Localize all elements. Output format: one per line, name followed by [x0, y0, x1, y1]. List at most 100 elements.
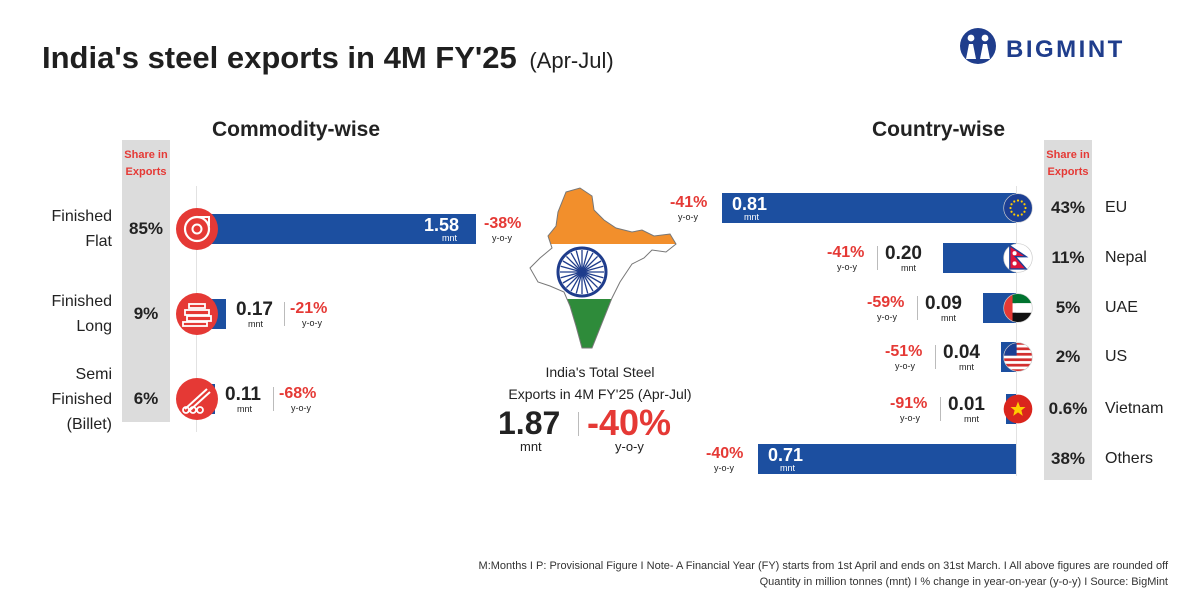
country-axis [1016, 186, 1017, 476]
country-yoy-label: y-o-y [714, 463, 734, 473]
footnote-line-1: M:Months I P: Provisional Figure I Note-… [478, 560, 1168, 572]
country-change-label: -51% [885, 343, 923, 360]
coil-icon [175, 207, 219, 251]
country-yoy-label: y-o-y [900, 413, 920, 423]
country-category-label: Others [1105, 450, 1154, 467]
commodity-value-label: 1.58 [424, 215, 460, 235]
share-header-line-2: Exports [1047, 166, 1089, 178]
category-label-line: Flat [85, 233, 112, 250]
category-label-line: Finished [51, 293, 112, 310]
commodity-share-value: 9% [133, 304, 159, 323]
country-separator [935, 345, 936, 369]
commodity-value-label: 0.11 [225, 384, 261, 405]
country-share-value: 43% [1050, 198, 1086, 217]
commodity-unit-label: mnt [237, 404, 253, 414]
commodity-category-label: Finished Long [30, 289, 112, 339]
country-bar [758, 444, 1016, 474]
country-value-label: 0.71 [768, 445, 804, 465]
share-header-line-2: Exports [125, 166, 167, 178]
country-separator [917, 296, 918, 320]
commodity-share-column: Share in Exports [122, 140, 170, 422]
country-category-label: UAE [1105, 299, 1138, 316]
country-share-value: 2% [1055, 347, 1081, 366]
country-value-label: 0.09 [925, 293, 962, 314]
share-header-line-1: Share in [124, 149, 168, 161]
total-label-line-2: Exports in 4M FY'25 (Apr-Jul) [508, 386, 692, 402]
country-share-value: 38% [1050, 449, 1086, 468]
country-share-value: 5% [1055, 298, 1081, 317]
country-yoy-label: y-o-y [837, 262, 857, 272]
commodity-change-label: -38% [484, 215, 522, 232]
commodity-change-label: -21% [290, 300, 328, 317]
country-value-label: 0.01 [948, 394, 985, 415]
country-change-label: -41% [670, 194, 708, 211]
country-share-column: Share in Exports [1044, 140, 1092, 480]
country-category-label: Nepal [1105, 249, 1147, 266]
commodity-share-value: 85% [128, 219, 164, 238]
country-yoy-label: y-o-y [877, 312, 897, 322]
commodity-category-label: Semi Finished (Billet) [30, 362, 112, 437]
nepal-flag-icon [1003, 243, 1033, 273]
us-flag-icon [1003, 342, 1033, 372]
total-change-label: y-o-y [615, 439, 644, 454]
country-category-label: US [1105, 348, 1128, 365]
country-value-label: 0.81 [732, 194, 768, 214]
title-sub: (Apr-Jul) [529, 48, 614, 73]
commodity-bar [196, 214, 476, 244]
country-unit-label: mnt [964, 414, 980, 424]
billet-icon [175, 377, 219, 421]
commodity-yoy-label: y-o-y [291, 403, 311, 413]
country-yoy-label: y-o-y [895, 361, 915, 371]
total-unit: mnt [520, 439, 542, 454]
commodity-section-title: Commodity-wise [212, 118, 381, 141]
share-header-line-1: Share in [1046, 149, 1090, 161]
country-change-label: -40% [706, 445, 744, 462]
commodity-yoy-label: y-o-y [492, 233, 512, 243]
commodity-separator [284, 302, 285, 326]
page-title: India's steel exports in 4M FY'25 (Apr-J… [42, 40, 614, 76]
country-unit-label: mnt [959, 362, 975, 372]
vietnam-flag-icon [1003, 394, 1033, 424]
category-label-line: (Billet) [66, 415, 112, 433]
category-label-line: Long [76, 318, 112, 335]
country-separator [877, 246, 878, 270]
commodity-change-label: -68% [279, 385, 317, 402]
total-value: 1.87 [498, 405, 561, 441]
title-main: India's steel exports in 4M FY'25 [42, 40, 517, 75]
total-label-line-1: India's Total Steel [545, 364, 655, 380]
country-share-value: 11% [1051, 248, 1085, 267]
country-category-label: EU [1105, 199, 1128, 216]
commodity-unit-label: mnt [442, 233, 458, 243]
country-unit-label: mnt [941, 313, 957, 323]
category-label-line: Finished [51, 390, 112, 408]
brand-name: BIGMINT [1006, 36, 1125, 63]
country-separator [940, 397, 941, 421]
country-unit-label: mnt [780, 463, 796, 473]
country-yoy-label: y-o-y [678, 212, 698, 222]
country-value-label: 0.04 [943, 342, 980, 363]
commodity-share-value: 6% [133, 389, 159, 408]
country-bar [722, 193, 1016, 223]
total-separator [578, 412, 579, 436]
country-unit-label: mnt [901, 263, 917, 273]
commodity-value-label: 0.17 [236, 299, 273, 320]
footnote-line-2: Quantity in million tonnes (mnt) I % cha… [759, 576, 1168, 588]
country-change-label: -91% [890, 395, 928, 412]
category-label-line: Semi [75, 365, 112, 383]
india-map-icon [529, 187, 677, 349]
country-category-label: Vietnam [1105, 400, 1164, 417]
commodity-category-label: Finished Flat [30, 204, 112, 254]
bigmint-logo-icon [960, 28, 996, 64]
country-change-label: -59% [867, 294, 905, 311]
long-steel-icon [175, 292, 219, 336]
total-change: -40% [587, 402, 672, 443]
eu-flag-icon [1003, 193, 1033, 223]
commodity-separator [273, 387, 274, 411]
country-share-value: 0.6% [1048, 399, 1088, 418]
country-section-title: Country-wise [872, 118, 1006, 141]
country-value-label: 0.20 [885, 243, 922, 264]
brand-logo: BIGMINT [958, 26, 1158, 68]
commodity-yoy-label: y-o-y [302, 318, 322, 328]
uae-flag-icon [1003, 293, 1033, 323]
country-unit-label: mnt [744, 212, 760, 222]
